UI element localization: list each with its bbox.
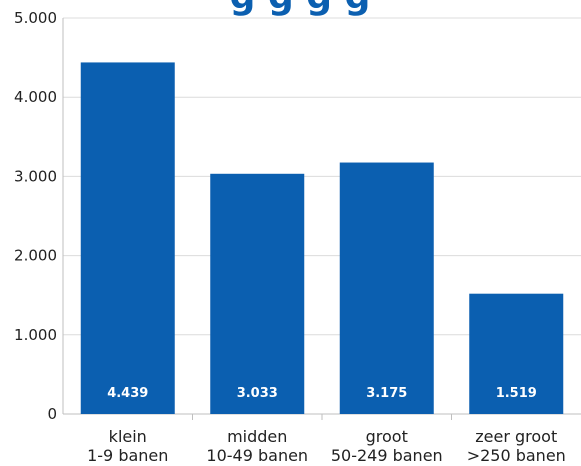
y-tick-label: 1.000 [14,326,57,344]
bar [339,162,434,414]
x-tick-label: 1-9 banen [87,446,168,465]
x-tick-label: klein [109,427,147,446]
bar-data-label: 3.033 [237,386,278,401]
bars: 4.439 3.033 3.175 1.519 [80,62,564,414]
chart-title-fragment: g g g g [230,0,371,17]
x-tick-label: groot [366,427,408,446]
y-axis-ticks: 0 1.000 2.000 3.000 4.000 5.000 [14,9,57,423]
x-tick-label: 50-249 banen [331,446,443,465]
x-tick-label: >250 banen [467,446,566,465]
x-tick-label: midden [227,427,287,446]
bar [80,62,175,414]
y-tick-label: 4.000 [14,88,57,106]
x-tick-label: 10-49 banen [206,446,308,465]
x-tick-label: zeer groot [475,427,557,446]
y-tick-label: 2.000 [14,247,57,265]
bar-data-label: 4.439 [107,386,148,401]
y-tick-label: 5.000 [14,9,57,27]
bar [469,293,564,414]
bar-data-label: 1.519 [496,386,537,401]
bar [210,173,305,414]
bar-data-label: 3.175 [366,386,407,401]
y-tick-label: 0 [47,405,57,423]
y-tick-label: 3.000 [14,167,57,185]
